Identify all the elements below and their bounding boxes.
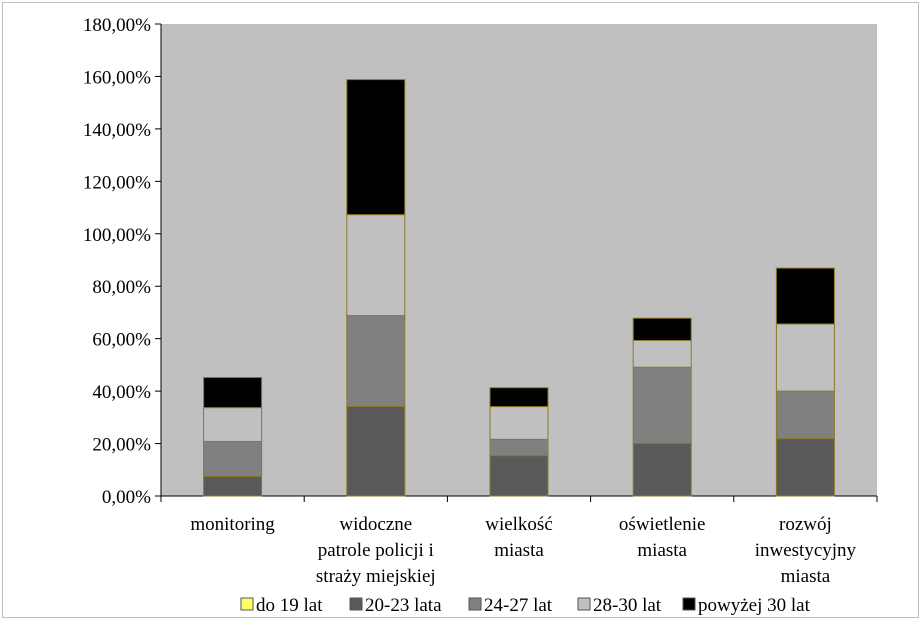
bar-segment bbox=[775, 267, 835, 325]
category-label: miasta bbox=[781, 566, 831, 587]
legend-swatch bbox=[349, 597, 363, 611]
y-tick-label: 40,00% bbox=[92, 382, 151, 403]
bar-segment bbox=[775, 323, 835, 392]
y-tick-label: 160,00% bbox=[83, 67, 151, 88]
category-label: oświetlenie bbox=[619, 514, 706, 535]
y-tick-label: 100,00% bbox=[83, 225, 151, 246]
bar-segment bbox=[632, 442, 692, 497]
category-label: inwestycyjny bbox=[755, 540, 857, 561]
legend: do 19 lat 20-23 lata 24-27 lat 28-30 lat pow… bbox=[240, 595, 811, 616]
category-label: miasta bbox=[494, 540, 544, 561]
bar-segment bbox=[346, 214, 406, 317]
y-tick-label: 120,00% bbox=[83, 172, 151, 193]
legend-swatch bbox=[682, 597, 696, 611]
bar-segment bbox=[203, 475, 263, 497]
y-tick-label: 80,00% bbox=[92, 277, 151, 298]
bar-segment bbox=[203, 376, 263, 409]
legend-label: powyżej 30 lat bbox=[698, 595, 811, 616]
category-label: patrole policji i bbox=[318, 540, 434, 561]
bars bbox=[203, 79, 835, 497]
bar-segment bbox=[489, 387, 549, 408]
y-axis: 0,00% 20,00% 40,00% 60,00% 80,00% 100,00% 120,… bbox=[83, 15, 162, 508]
legend-swatch bbox=[240, 597, 254, 611]
bar-segment bbox=[775, 390, 835, 440]
bar-segment bbox=[632, 340, 692, 368]
bar-segment bbox=[489, 406, 549, 440]
legend-label: do 19 lat bbox=[256, 595, 323, 616]
legend-label: 20-23 lata bbox=[365, 595, 442, 616]
legend-swatch bbox=[577, 597, 591, 611]
category-labels: monitoring widoczne patrole policji i straż… bbox=[190, 514, 856, 587]
x-axis bbox=[160, 495, 878, 502]
bar-segment bbox=[203, 440, 263, 477]
bar-segment bbox=[346, 79, 406, 216]
category-label: wielkość bbox=[485, 514, 553, 535]
bar-segment bbox=[489, 455, 549, 497]
y-tick-label: 20,00% bbox=[92, 435, 151, 456]
bar-segment bbox=[775, 438, 835, 497]
legend-label: 28-30 lat bbox=[593, 595, 662, 616]
bar-segment bbox=[346, 315, 406, 407]
bar-segment bbox=[632, 366, 692, 444]
bar-segment bbox=[632, 317, 692, 342]
category-label: widoczne bbox=[339, 514, 412, 535]
legend-label: 24-27 lat bbox=[484, 595, 553, 616]
category-label: monitoring bbox=[190, 514, 275, 535]
y-tick-label: 0,00% bbox=[102, 487, 151, 508]
bar-segment bbox=[346, 405, 406, 497]
category-label: miasta bbox=[637, 540, 687, 561]
y-tick-label: 60,00% bbox=[92, 330, 151, 351]
bar-segment bbox=[203, 407, 263, 442]
legend-swatch bbox=[468, 597, 482, 611]
category-label: rozwój bbox=[779, 514, 832, 535]
y-tick-label: 140,00% bbox=[83, 120, 151, 141]
bar-segment bbox=[489, 438, 549, 457]
y-tick-label: 180,00% bbox=[83, 15, 151, 36]
category-label: straży miejskiej bbox=[316, 566, 436, 587]
